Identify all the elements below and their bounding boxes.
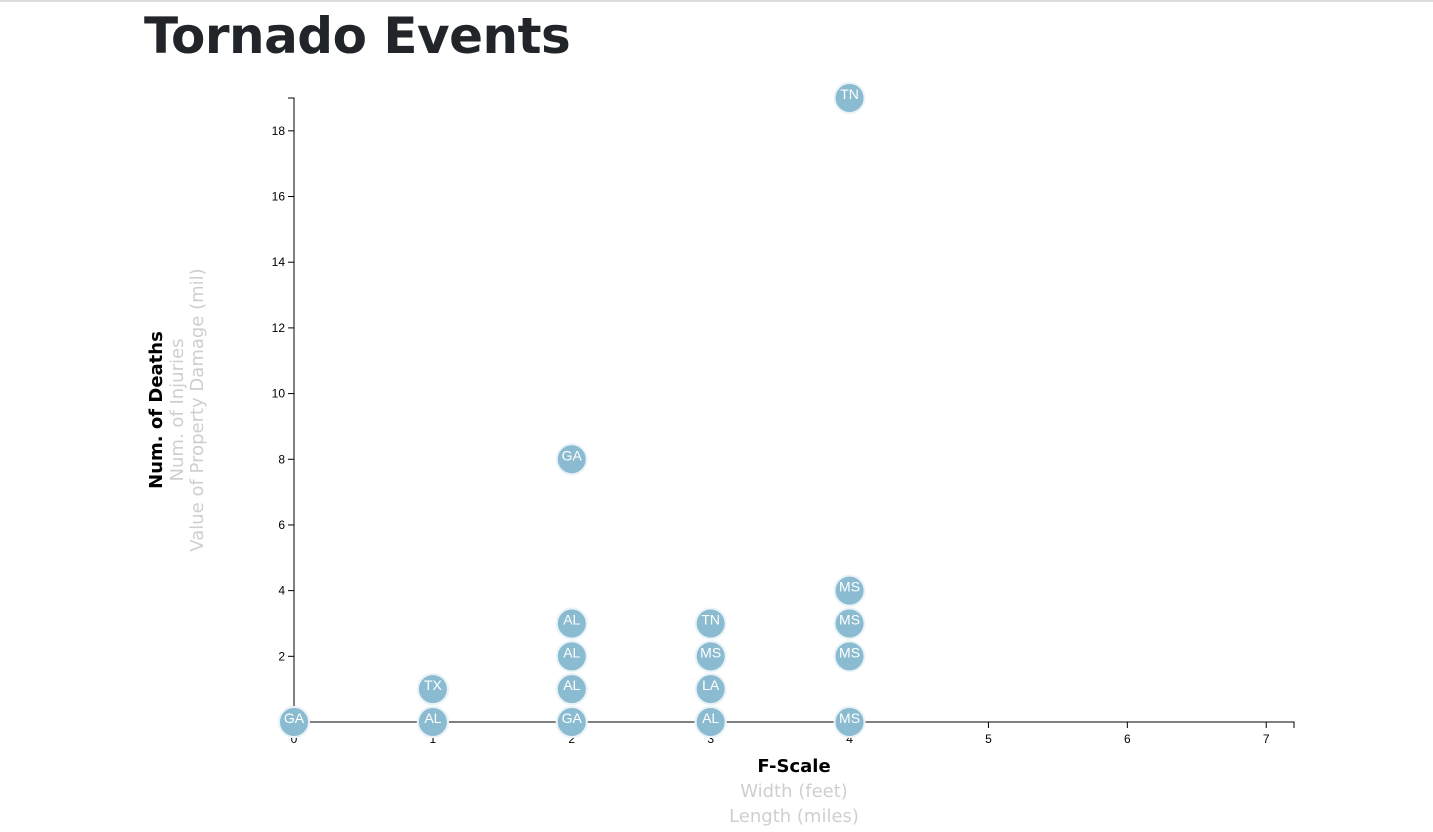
top-divider bbox=[0, 0, 1433, 2]
point-marker bbox=[416, 706, 449, 738]
point-label: MS bbox=[700, 644, 721, 660]
page-title: Tornado Events bbox=[144, 7, 571, 65]
point-marker bbox=[416, 673, 449, 706]
x-tick-label: 2 bbox=[568, 732, 575, 746]
x-tick-label: 4 bbox=[846, 732, 853, 746]
x-tick-label: 5 bbox=[985, 732, 992, 746]
point-marker bbox=[833, 640, 866, 673]
y-axis-line bbox=[288, 97, 295, 723]
point-label: LA bbox=[702, 677, 720, 693]
data-point-tn[interactable]: TN bbox=[694, 607, 727, 640]
point-marker bbox=[694, 706, 727, 738]
y-tick-label: 10 bbox=[272, 387, 286, 401]
point-label: GA bbox=[562, 447, 583, 463]
point-label: TN bbox=[840, 86, 859, 102]
point-label: AL bbox=[424, 710, 441, 726]
point-label: MS bbox=[839, 644, 860, 660]
y-tick-label: 8 bbox=[278, 452, 285, 466]
point-marker bbox=[555, 673, 588, 706]
point-marker bbox=[278, 706, 310, 738]
x-tick-label: 1 bbox=[430, 732, 437, 746]
x-axis-option[interactable]: Width (feet) bbox=[740, 781, 848, 802]
x-axis-option[interactable]: Length (miles) bbox=[729, 806, 859, 827]
x-tick-label: 6 bbox=[1124, 732, 1131, 746]
point-marker bbox=[833, 574, 866, 607]
point-label: GA bbox=[562, 710, 583, 726]
point-marker bbox=[694, 640, 727, 673]
data-point-al[interactable]: AL bbox=[555, 640, 588, 673]
point-marker bbox=[555, 443, 588, 476]
x-tick-label: 0 bbox=[291, 732, 298, 746]
point-label: AL bbox=[563, 611, 580, 627]
point-marker bbox=[833, 82, 866, 114]
y-tick-label: 6 bbox=[278, 518, 285, 532]
y-tick-label: 18 bbox=[272, 124, 286, 138]
y-tick-label: 16 bbox=[272, 190, 286, 204]
data-point-al[interactable]: AL bbox=[416, 706, 449, 738]
data-point-la[interactable]: LA bbox=[694, 673, 727, 706]
point-marker bbox=[833, 706, 866, 738]
point-label: TX bbox=[424, 677, 443, 693]
data-point-ms[interactable]: MS bbox=[833, 640, 866, 673]
data-point-ms[interactable]: MS bbox=[833, 574, 866, 607]
data-point-ms[interactable]: MS bbox=[694, 640, 727, 673]
x-tick-label: 7 bbox=[1263, 732, 1270, 746]
point-label: MS bbox=[839, 579, 860, 595]
point-marker bbox=[694, 673, 727, 706]
data-point-ga[interactable]: GA bbox=[555, 706, 588, 738]
point-label: AL bbox=[702, 710, 719, 726]
data-point-al[interactable]: AL bbox=[555, 673, 588, 706]
data-point-ms[interactable]: MS bbox=[833, 607, 866, 640]
point-marker bbox=[555, 607, 588, 640]
y-tick-label: 12 bbox=[272, 321, 286, 335]
data-point-tn[interactable]: TN bbox=[833, 82, 866, 114]
y-axis: 024681012141618 bbox=[272, 97, 295, 729]
point-label: AL bbox=[563, 644, 580, 660]
point-label: GA bbox=[284, 710, 305, 726]
data-point-al[interactable]: AL bbox=[694, 706, 727, 738]
y-axis-option[interactable]: Num. of Deaths bbox=[146, 331, 167, 489]
data-point-ga[interactable]: GA bbox=[555, 443, 588, 476]
point-marker bbox=[555, 706, 588, 738]
y-axis-labels: Num. of Deaths Num. of Injuries Value of P… bbox=[146, 268, 208, 551]
x-axis-labels: F-Scale Width (feet) Length (miles) bbox=[729, 756, 859, 827]
point-label: MS bbox=[839, 611, 860, 627]
data-points: ALGAMSALGAALTXMSGATNALALLAALGAMSALLATNMS… bbox=[278, 82, 866, 738]
point-label: TN bbox=[701, 611, 720, 627]
point-marker bbox=[555, 640, 588, 673]
y-tick-label: 2 bbox=[278, 649, 285, 663]
data-point-ms[interactable]: MS bbox=[833, 706, 866, 738]
y-axis-option[interactable]: Num. of Injuries bbox=[167, 339, 188, 482]
y-axis-option[interactable]: Value of Property Damage (mil) bbox=[187, 268, 208, 551]
y-tick-label: 14 bbox=[272, 255, 286, 269]
point-label: MS bbox=[839, 710, 860, 726]
y-tick-label: 4 bbox=[278, 584, 285, 598]
point-label: AL bbox=[563, 677, 580, 693]
point-marker bbox=[833, 607, 866, 640]
data-point-tx[interactable]: TX bbox=[416, 673, 449, 706]
x-tick-label: 3 bbox=[707, 732, 714, 746]
x-axis-option[interactable]: F-Scale bbox=[757, 756, 830, 777]
point-marker bbox=[694, 607, 727, 640]
data-point-al[interactable]: AL bbox=[555, 607, 588, 640]
data-point-ga[interactable]: GA bbox=[278, 706, 310, 738]
